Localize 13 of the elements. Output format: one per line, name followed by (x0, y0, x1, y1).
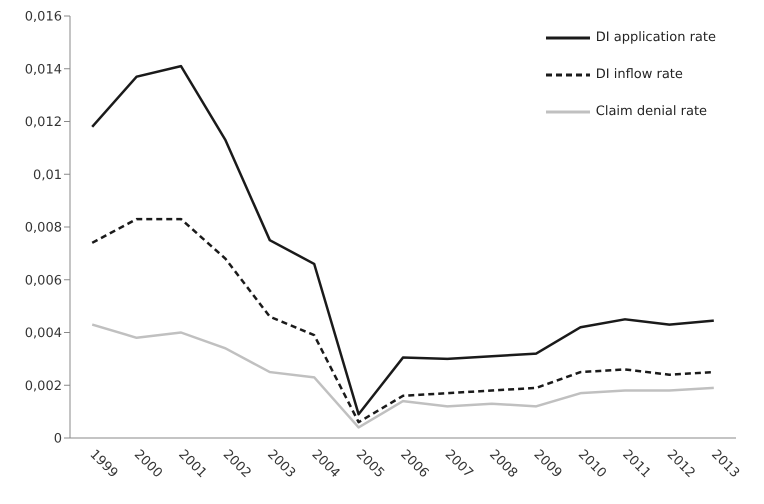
y-tick-label: 0,016 (24, 10, 62, 25)
y-tick-label: 0,002 (24, 378, 62, 394)
y-tick-label: 0,014 (24, 62, 62, 78)
y-tick-label: 0,008 (24, 220, 62, 236)
y-tick-label: 0,012 (24, 115, 62, 130)
y-tick-label: 0 (54, 432, 62, 447)
legend-label: DI application rate (596, 30, 716, 45)
legend-label: DI inflow rate (596, 67, 683, 82)
y-tick-label: 0,004 (24, 326, 62, 342)
line-series (90, 323, 716, 429)
y-tick-label: 0,01 (33, 168, 62, 183)
y-tick-label: 0,006 (24, 273, 62, 288)
legend-label: Claim denial rate (596, 104, 708, 119)
